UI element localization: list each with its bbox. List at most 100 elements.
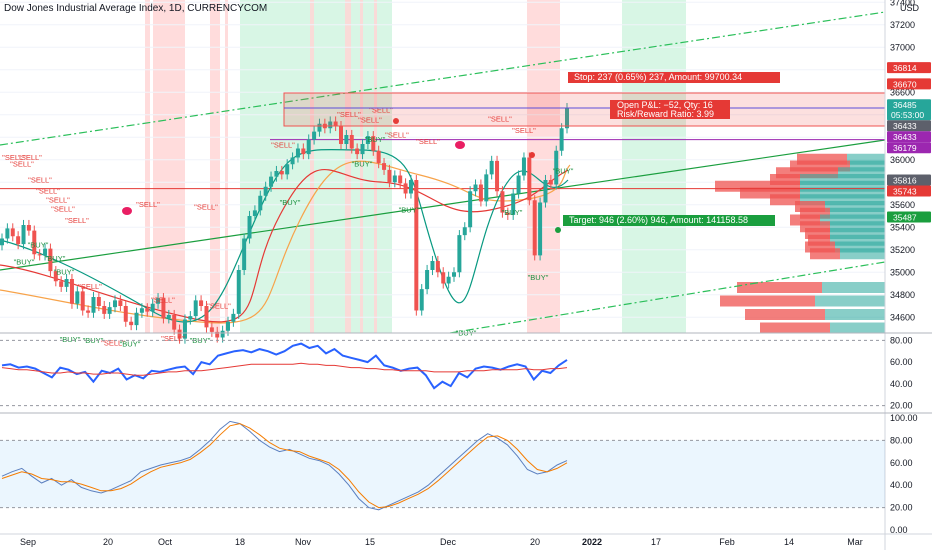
time-tick-label: 20: [530, 537, 540, 547]
vp-sell-1: [790, 160, 850, 172]
time-axis[interactable]: Sep 20 Oct 18 Nov 15 Dec 20 2022 17 Feb 14 Mar: [0, 533, 932, 547]
candle-body: [554, 150, 559, 185]
pnl-label-2: Risk/Reward Ratio: 3.99: [617, 109, 714, 119]
candle-body: [134, 312, 139, 326]
vp-buy-8: [830, 207, 885, 219]
zone-4: [240, 0, 392, 333]
signal-dot: [393, 118, 399, 124]
candle-body: [349, 135, 354, 149]
candle-body: [53, 271, 58, 282]
stop-zone: [283, 92, 886, 127]
vp-sell-0: [797, 153, 847, 165]
position-tool[interactable]: Stop: 237 (0.65%) 237, Amount: 99700.34 O…: [283, 72, 886, 226]
candle-body: [505, 212, 510, 215]
signal-label: "BUY": [45, 254, 66, 263]
zone-6: [345, 0, 351, 333]
candle-body: [80, 291, 85, 311]
pnl-label-1: Open P&L: −52, Qty: 16: [617, 100, 713, 110]
candle-body: [387, 169, 392, 183]
candle-body: [376, 150, 381, 164]
candle-body: [317, 123, 322, 132]
candle-body: [392, 175, 397, 183]
stoch-series-1: [1, 423, 568, 509]
price-tag-bg: [887, 211, 931, 223]
vp-buy-3: [800, 174, 885, 185]
signal-label: "SELL": [271, 140, 295, 149]
candle-body: [559, 128, 564, 151]
price-tag-bg: [887, 174, 931, 186]
candle-body: [279, 171, 284, 175]
candle-body: [48, 248, 53, 272]
signal-label: "SELL": [416, 137, 440, 146]
candle-body: [16, 236, 21, 245]
vp-sell-11: [805, 228, 830, 239]
candle-body: [301, 148, 306, 155]
vp-sell-9: [790, 214, 820, 226]
zone-3: [225, 0, 228, 333]
oscillator-ticks: 80.00 60.00 40.00 20.00: [890, 335, 913, 410]
candle-body: [430, 261, 435, 270]
candle-body: [37, 254, 42, 256]
price-ticks: 3740037200370003680036600364003620036000…: [890, 0, 915, 322]
candle-body: [102, 306, 107, 314]
candle-body: [306, 139, 311, 155]
price-axis[interactable]: USD 374003720037000368003660036400362003…: [884, 0, 932, 550]
vp-buy-4: [800, 180, 885, 192]
stoch-series-0: [1, 420, 568, 511]
candle-body: [344, 135, 349, 144]
candle-body: [441, 272, 446, 284]
candle-body: [360, 144, 365, 155]
zone-10: [622, 0, 686, 333]
signal-label: "SELL": [78, 282, 102, 291]
candle-body: [403, 183, 408, 194]
currency-label: USD: [900, 3, 920, 13]
signal-dot: [529, 152, 535, 158]
oscillator-pane[interactable]: 80.00 60.00 40.00 20.00: [0, 335, 913, 411]
vp-buy-1: [850, 160, 885, 172]
vp-sell-17: [745, 309, 825, 320]
candle-body: [398, 175, 403, 184]
target-label: Target: 946 (2.60%) 946, Amount: 141158.…: [569, 215, 748, 225]
zone-8: [374, 0, 377, 333]
price-tag-sub: 05:53:00: [891, 110, 924, 120]
candle-body: [516, 175, 521, 194]
candle-body: [339, 126, 343, 144]
signal-label: "SELL": [10, 160, 34, 169]
candles: [0, 102, 569, 344]
signal-label: "SELL": [51, 205, 75, 214]
signal-label: "SELL": [46, 196, 70, 205]
price-tick-label: 36000: [890, 155, 915, 165]
signal-label: "BUY": [553, 166, 574, 175]
vp-buy-10: [830, 221, 885, 233]
time-tick-label: Feb: [719, 537, 735, 547]
candle-body: [209, 327, 214, 332]
stoch-band: [0, 440, 885, 508]
vp-buy-18: [830, 322, 885, 334]
time-tick-label: 15: [365, 537, 375, 547]
candle-body: [511, 193, 516, 215]
candle-body: [425, 270, 430, 290]
price-tag: 35816: [893, 175, 917, 185]
candle-body: [365, 136, 370, 144]
signal-label: "BUY": [60, 335, 81, 344]
signal-label: "BUY": [120, 340, 141, 349]
candle-body: [333, 121, 338, 126]
candle-body: [150, 303, 155, 312]
time-tick-label: 14: [784, 537, 794, 547]
zone-7: [360, 0, 363, 333]
vp-sell-16: [720, 295, 815, 307]
price-tag: 36485: [893, 100, 917, 110]
time-tick-label: 17: [651, 537, 661, 547]
price-tag: 36433: [893, 121, 917, 131]
vp-buy-0: [847, 153, 885, 165]
zone-5: [310, 0, 314, 333]
signal-label: "BUY": [28, 241, 49, 250]
osc-tick-label: 20.00: [890, 401, 913, 411]
candle-body: [435, 261, 440, 273]
candle-body: [10, 228, 15, 237]
stochastic-pane[interactable]: 100.00 80.00 60.00 40.00 20.00 0.00: [0, 413, 918, 535]
price-pane[interactable]: "SELL""SELL""SELL""SELL""SELL""SELL""SEL…: [0, 0, 886, 349]
time-tick-label: Oct: [158, 537, 173, 547]
stochastic-ticks: 100.00 80.00 60.00 40.00 20.00 0.00: [890, 413, 918, 535]
